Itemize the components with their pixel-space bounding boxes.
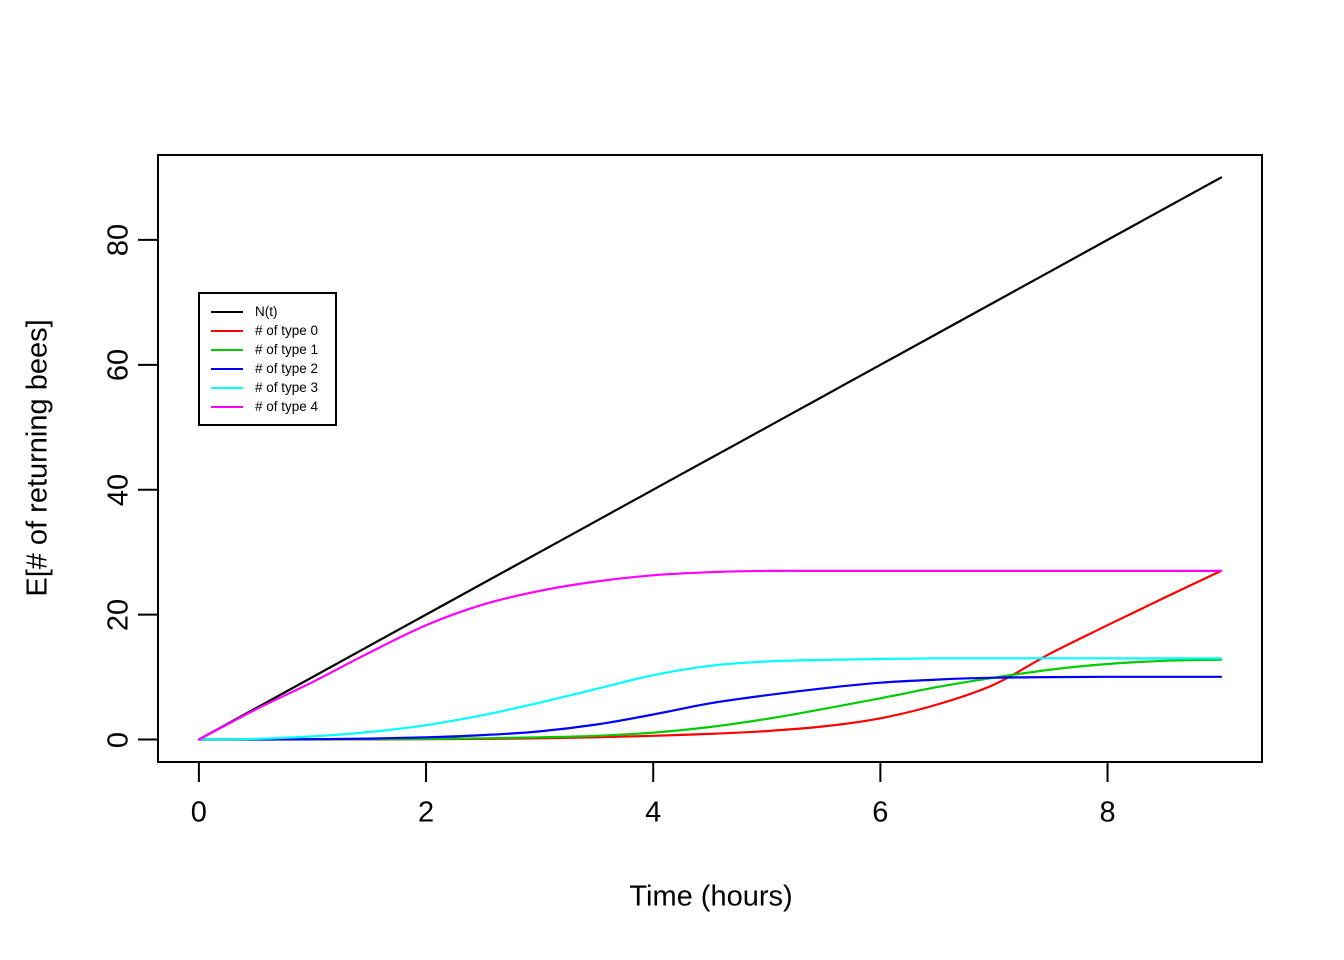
y-tick-label: 40 (102, 473, 135, 506)
legend-item-2: # of type 1 (200, 340, 335, 359)
legend-item-1: # of type 0 (200, 321, 335, 340)
series-line-0 (197, 176, 1223, 741)
legend-line-swatch (211, 405, 243, 408)
legend-line-swatch (211, 329, 243, 332)
y-tick-label: 20 (102, 598, 135, 631)
legend-label: # of type 4 (255, 399, 319, 414)
legend-item-5: # of type 4 (200, 397, 335, 416)
y-tick-label: 60 (102, 348, 135, 381)
legend-item-4: # of type 3 (200, 378, 335, 397)
x-tick-label: 6 (872, 796, 889, 829)
legend-line-swatch (211, 386, 243, 389)
plot-border (157, 154, 1263, 763)
legend-line-swatch (211, 348, 243, 351)
legend-label: # of type 2 (255, 361, 319, 376)
x-tick-label: 2 (417, 796, 435, 829)
legend-item-3: # of type 2 (200, 359, 335, 378)
x-tick-label: 4 (645, 796, 662, 829)
series-line-3 (197, 675, 1223, 741)
legend-line-swatch (211, 367, 243, 370)
x-tick-label: 8 (1099, 796, 1116, 829)
legend-item-0: N(t) (200, 302, 335, 321)
legend-label: # of type 3 (255, 380, 319, 395)
legend-label: # of type 1 (255, 342, 319, 357)
y-axis-title: E[# of returning bees] (21, 319, 54, 597)
legend-label: # of type 0 (255, 323, 319, 338)
x-axis-title: Time (hours) (629, 880, 793, 913)
series-line-5 (197, 569, 1223, 741)
series-line-4 (197, 657, 1223, 741)
series-line-2 (197, 658, 1223, 741)
x-tick-label: 0 (190, 796, 207, 829)
y-tick-label: 0 (102, 731, 135, 748)
legend-line-swatch (211, 310, 243, 313)
y-tick-label: 80 (102, 223, 135, 257)
legend: N(t) # of type 0 # of type 1 # of type 2 # o… (198, 292, 337, 426)
legend-label: N(t) (255, 304, 278, 319)
